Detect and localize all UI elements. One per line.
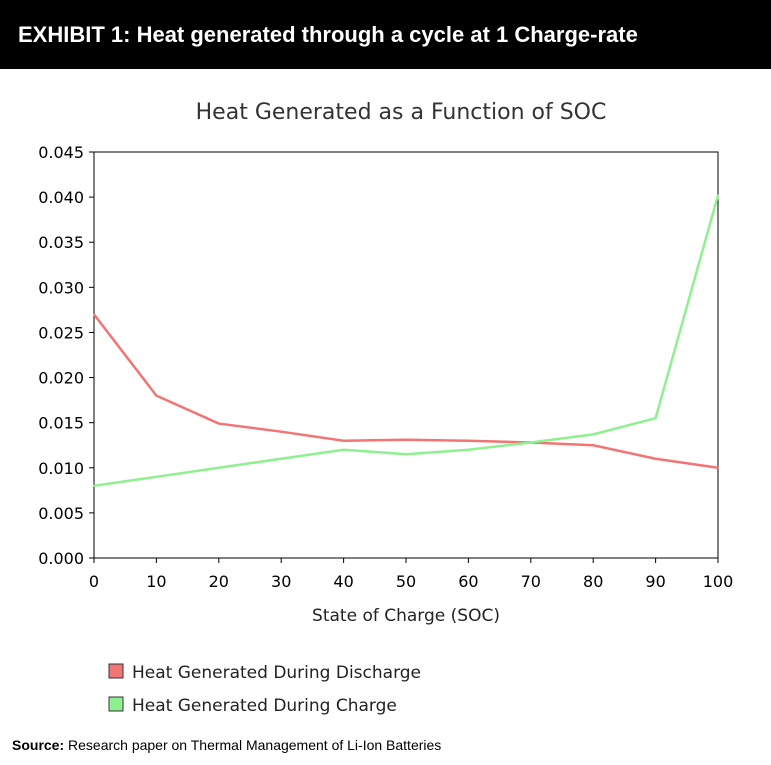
source-text: Research paper on Thermal Management of … [68, 737, 442, 753]
data-point [218, 466, 220, 469]
chart-title: Heat Generated as a Function of SOC [196, 100, 607, 125]
y-tick-label: 0.045 [38, 143, 84, 162]
x-tick-label: 10 [146, 572, 166, 591]
x-tick-label: 20 [209, 572, 229, 591]
data-point [342, 448, 345, 451]
y-tick-label: 0.030 [38, 278, 84, 297]
x-tick-label: 50 [396, 572, 416, 591]
data-point [405, 453, 407, 456]
exhibit-header: EXHIBIT 1: Heat generated through a cycl… [0, 0, 771, 69]
x-tick-label: 80 [583, 572, 603, 591]
y-tick-label: 0.025 [38, 323, 84, 342]
legend-swatch [108, 696, 124, 712]
data-point [280, 430, 283, 433]
y-tick-label: 0.000 [38, 549, 84, 568]
exhibit-title: EXHIBIT 1: Heat generated through a cycl… [18, 22, 638, 47]
data-point [155, 476, 158, 478]
data-point [717, 466, 719, 469]
source-note: Source: Research paper on Thermal Manage… [12, 737, 441, 753]
x-tick-label: 70 [521, 572, 541, 591]
y-tick-label: 0.020 [38, 369, 84, 388]
x-tick-label: 60 [458, 572, 478, 591]
data-point [592, 444, 594, 447]
plot-area [93, 151, 719, 559]
legend-swatch [108, 663, 124, 679]
source-label: Source: [12, 737, 65, 753]
x-tick-label: 100 [703, 572, 734, 591]
data-point [717, 194, 719, 197]
legend-label: Heat Generated During Discharge [132, 663, 421, 683]
data-point [155, 394, 158, 397]
data-point [93, 485, 95, 487]
data-point [405, 439, 407, 441]
x-tick-label: 40 [333, 572, 353, 591]
data-point [592, 433, 594, 436]
y-tick-label: 0.035 [38, 233, 84, 252]
data-point [654, 417, 657, 419]
x-axis-label: State of Charge (SOC) [312, 606, 500, 626]
data-point [342, 439, 345, 442]
data-point [467, 448, 470, 451]
x-tick-label: 0 [89, 572, 99, 591]
data-point [280, 457, 283, 460]
legend-label: Heat Generated During Charge [132, 696, 397, 716]
y-tick-label: 0.005 [38, 504, 84, 523]
data-point [218, 422, 220, 425]
series-line-charge [93, 194, 720, 488]
data-point [93, 313, 95, 316]
data-point [467, 439, 470, 442]
y-tick-label: 0.015 [38, 414, 84, 433]
x-tick-label: 90 [645, 572, 665, 591]
y-tick-label: 0.040 [38, 188, 84, 207]
series-line-discharge [93, 313, 719, 470]
y-tick-label: 0.010 [38, 459, 84, 478]
x-tick-label: 30 [271, 572, 291, 591]
data-point [530, 441, 532, 444]
data-point [654, 457, 657, 460]
